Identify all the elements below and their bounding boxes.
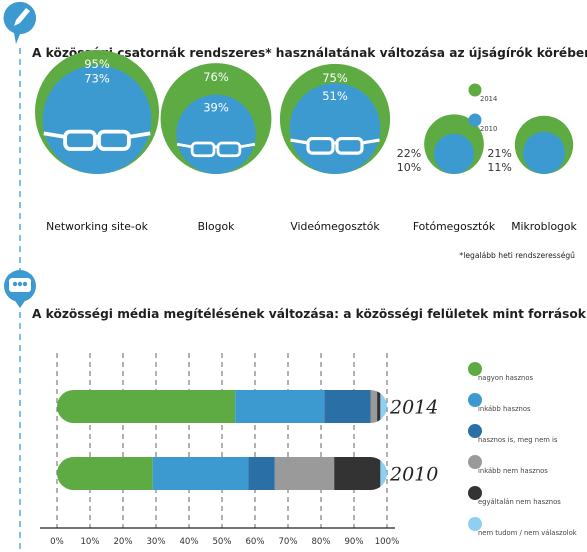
legend-swatch — [468, 113, 482, 127]
legend-swatch — [468, 362, 482, 376]
bar-year-label: 2010 — [389, 464, 438, 486]
label-2014: 76% — [203, 70, 229, 84]
label-2010: 10% — [397, 161, 421, 174]
bar-segment — [57, 390, 236, 423]
x-tick-label: 70% — [278, 537, 297, 547]
label-2014: 95% — [84, 57, 110, 71]
x-tick-label: 0% — [50, 537, 64, 547]
legend-swatch — [468, 486, 482, 500]
bar-segment — [152, 457, 249, 490]
bar-segment — [274, 457, 335, 490]
bubble-2010 — [176, 94, 256, 174]
legend-swatch — [468, 424, 482, 438]
legend-swatch — [468, 393, 482, 407]
glasses-icon — [43, 129, 151, 151]
bar-segment — [334, 457, 381, 490]
legend-label: inkább nem hasznos — [478, 467, 548, 475]
bubble-chart: 95%73% Networking site-ok 76% 39% Blogok 75% 5… — [35, 50, 578, 233]
legend-swatch — [468, 517, 482, 531]
x-tick-label: 40% — [179, 537, 198, 547]
bubble-2010 — [289, 83, 381, 174]
section2-title: A közösségi média megítélésének változás… — [32, 307, 587, 321]
x-tick-label: 100% — [375, 537, 400, 547]
bubble-2010 — [433, 133, 475, 174]
section1-title: A közösségi csatornák rendszeres* haszná… — [32, 46, 587, 60]
bar-segment — [235, 390, 325, 423]
legend-label: inkább hasznos — [478, 405, 531, 413]
bar-segment — [370, 390, 378, 423]
legend-label: hasznos is, meg nem is — [478, 436, 558, 444]
legend-swatch — [468, 455, 482, 469]
bar-segment — [380, 457, 387, 490]
label-2010: 11% — [487, 161, 511, 174]
label-2010: 51% — [322, 89, 348, 103]
bar-segment — [57, 457, 153, 490]
footnote: *legalább heti rendszerességű — [459, 251, 575, 260]
people-icon — [4, 270, 36, 308]
bar-segment — [248, 457, 275, 490]
bubble-2010 — [42, 65, 152, 174]
category-label: Fotómegosztók — [413, 220, 496, 233]
bar-2014 — [57, 390, 387, 423]
x-tick-label: 30% — [146, 537, 165, 547]
x-tick-label: 90% — [344, 537, 363, 547]
bubble-legend: 2014 2010 — [468, 83, 497, 133]
category-label: Videómegosztók — [290, 220, 380, 233]
label-2014: 22% — [397, 147, 421, 160]
label-2010: 73% — [84, 71, 110, 85]
legend-label: egyáltalán nem hasznos — [478, 498, 561, 506]
legend-label: 2010 — [480, 125, 497, 133]
bar-legend: nagyon hasznos inkább hasznos hasznos is, … — [468, 362, 577, 537]
bar-2010 — [57, 457, 387, 490]
x-tick-label: 60% — [245, 537, 264, 547]
bar-segment — [324, 390, 371, 423]
x-tick-label: 50% — [212, 537, 231, 547]
legend-label: nem tudom / nem válaszolok — [478, 529, 577, 537]
x-tick-label: 20% — [113, 537, 132, 547]
category-label: Blogok — [198, 220, 235, 233]
legend-swatch — [468, 83, 482, 97]
glasses-icon — [290, 136, 380, 155]
label-2010: 39% — [203, 101, 229, 115]
category-label: Networking site-ok — [46, 220, 148, 233]
bar-year-label: 2014 — [389, 397, 438, 419]
bar-segment — [380, 390, 387, 423]
pen-icon — [3, 1, 36, 45]
label-2014: 21% — [487, 147, 511, 160]
stacked-bar-chart: 0% 10% 20% 30% 40% 50% 60% 70% 80% 90% 100% 2014 201… — [40, 353, 438, 547]
bar-segment — [377, 390, 381, 423]
category-label: Mikroblogok — [511, 220, 577, 233]
x-tick-label: 10% — [80, 537, 99, 547]
legend-label: 2014 — [480, 95, 497, 103]
legend-label: nagyon hasznos — [478, 374, 533, 382]
x-tick-label: 80% — [311, 537, 330, 547]
label-2014: 75% — [322, 71, 348, 85]
glasses-icon — [176, 141, 256, 158]
bubble-2010 — [522, 131, 566, 174]
